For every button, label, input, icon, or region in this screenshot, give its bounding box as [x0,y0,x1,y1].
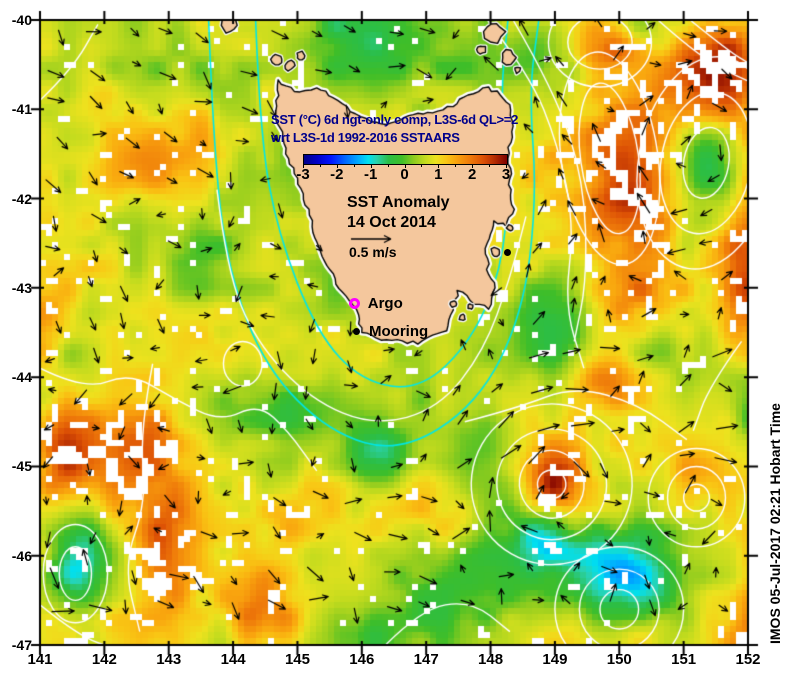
argo-marker [349,298,361,310]
x-tick-label: 150 [606,651,632,668]
x-tick-label: 146 [349,651,375,668]
colorbar-tick [303,164,304,168]
colorbar-tick [438,164,440,168]
colorbar-tick [472,164,474,168]
colorbar-tick-label: -2 [330,166,344,183]
y-tick-label: -40 [11,12,32,28]
figure-title-line2: wrt L3S-1d 1992-2016 SSTAARS [271,130,460,145]
colorbar-tick [489,164,491,167]
x-tick-label: 145 [284,651,310,668]
y-tick-label: -47 [11,637,32,653]
mooring-label: Mooring [369,322,429,340]
y-tick-label: -42 [11,190,32,207]
colorbar-tick [404,164,406,168]
y-tick-label: -44 [11,369,32,386]
colorbar-tick-label: -3 [296,166,310,183]
y-tick-label: -46 [11,547,32,564]
y-tick-label: -43 [11,279,32,296]
x-tick-label: 143 [156,651,182,668]
x-tick-label: 148 [478,651,504,668]
y-tick-label: -41 [11,101,32,118]
colorbar-tick-label: -1 [363,166,378,183]
colorbar-tick [370,164,372,168]
colorbar-tick [319,164,321,167]
x-tick-label: 142 [91,651,117,668]
mooring-marker [352,328,360,336]
colorbar-tick [353,164,355,167]
x-tick-label: 149 [542,651,568,668]
colorbar-tick [455,164,457,167]
x-tick-label: 141 [27,651,53,668]
x-tick-label: 151 [671,651,697,668]
mooring-east-marker [503,248,511,256]
x-tick-label: 144 [220,651,246,668]
colorbar-tick [387,164,389,167]
x-tick-label: 152 [735,651,761,668]
figure-title-line1: SST (°C) 6d ngt-only comp, L3S-6d QL>=2 [271,112,519,127]
y-tick-label: -45 [11,458,32,475]
colorbar-tick-label: 3 [501,166,511,183]
argo-label: Argo [367,294,403,312]
colorbar [303,154,508,165]
colorbar-tick [506,164,507,168]
colorbar-tick [421,164,423,167]
colorbar-tick-label: 0 [400,166,409,183]
colorbar-tick-label: 1 [434,166,443,183]
x-tick-label: 147 [413,651,439,668]
figure-title: SST (°C) 6d ngt-only comp, L3S-6d QL>=2 … [271,111,518,147]
colorbar-tick-label: 2 [467,166,477,183]
colorbar-tick [336,164,338,168]
